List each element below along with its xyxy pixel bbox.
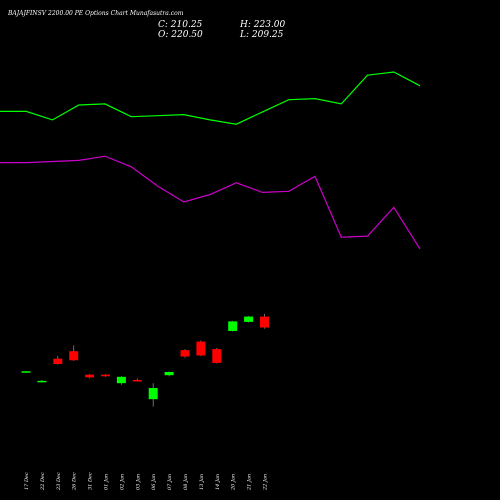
band-lines [0, 71, 421, 250]
x-tick-label: 06 Jan [151, 474, 157, 490]
candles [21, 313, 269, 407]
high-value: H: 223.00 [240, 20, 286, 30]
candle-body [180, 350, 190, 357]
candle-body [132, 379, 142, 382]
x-tick-label: 02 Jan [119, 474, 125, 490]
candle-body [260, 316, 269, 328]
close-value: C: 210.25 [158, 20, 203, 30]
low-value: L: 209.25 [240, 30, 284, 40]
upper-band-line [0, 71, 421, 125]
chart-title: BAJAJFINSV 2200.00 PE Options Chart Muna… [8, 10, 184, 17]
candle-body [164, 371, 174, 376]
x-tick-label: 07 Jan [167, 474, 173, 490]
x-tick-label: 01 Jan [104, 474, 110, 490]
candle-body [85, 374, 95, 378]
candle-body [244, 316, 254, 322]
x-tick-label: 22 Jan [263, 474, 269, 491]
x-tick-label: 23 Dec [56, 472, 62, 491]
candle-body [37, 380, 47, 383]
x-tick-label: 17 Dec [24, 472, 30, 490]
x-axis-ticks: 17 Dec 22 Dec 23 Dec 26 Dec 31 Dec 01 Jan 02 J… [24, 472, 269, 491]
open-value: O: 220.50 [158, 30, 203, 40]
candle-body [21, 371, 31, 373]
x-tick-label: 31 Dec [88, 472, 94, 490]
candle-body [212, 349, 222, 363]
x-tick-label: 26 Dec [72, 472, 78, 491]
candle-body [116, 376, 126, 384]
candle-body [196, 341, 206, 356]
x-tick-label: 08 Jan [183, 474, 189, 490]
x-tick-label: 13 Jan [199, 474, 205, 490]
candle-body [228, 321, 238, 331]
x-tick-label: 22 Dec [40, 472, 46, 491]
candle-body [69, 351, 79, 361]
x-tick-label: 20 Jan [231, 474, 237, 491]
candle-body [148, 387, 158, 400]
candle-body [101, 374, 110, 377]
x-tick-label: 03 Jan [135, 474, 141, 490]
lower-band-line [0, 155, 421, 250]
candle-body [53, 358, 63, 364]
x-tick-label: 14 Jan [215, 474, 221, 490]
x-tick-label: 21 Jan [247, 474, 253, 491]
